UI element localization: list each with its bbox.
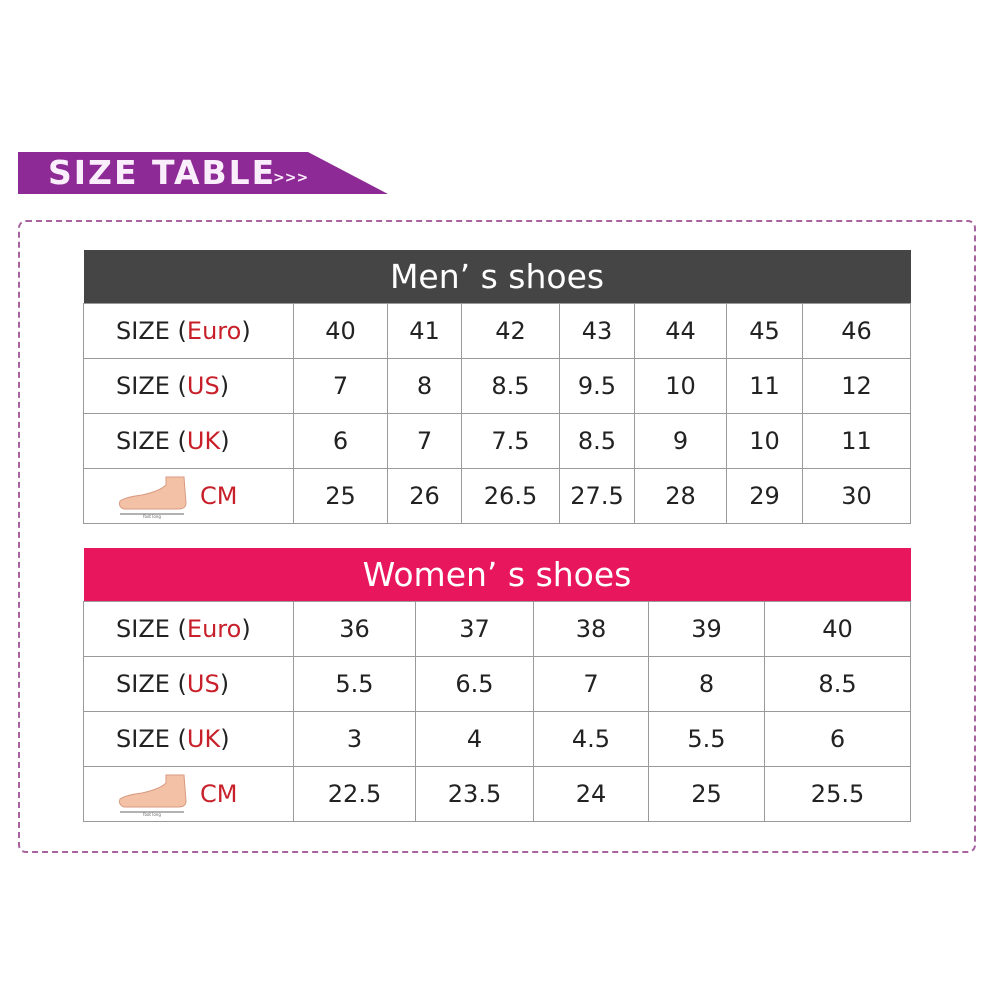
row-label: foot long CM <box>83 468 294 524</box>
row-label: SIZE (UK) <box>83 711 294 767</box>
size-cell: 41 <box>387 303 462 359</box>
size-cell: 22.5 <box>293 766 416 822</box>
women-size-table: Women’ s shoes SIZE (Euro) 36 37 38 39 40 SIZE… <box>83 548 912 822</box>
size-cell: 9 <box>634 413 727 469</box>
table-row: SIZE (Euro) 40 41 42 43 44 45 46 <box>83 303 912 359</box>
size-cell: 25.5 <box>763 766 912 822</box>
table-row: foot long CM 25 26 26.5 27.5 28 29 30 <box>83 468 912 524</box>
size-cell: 6 <box>293 413 388 469</box>
size-cell: 25 <box>648 766 765 822</box>
size-cell: 40 <box>293 303 388 359</box>
foot-length-icon: foot long <box>119 774 187 817</box>
size-cell: 37 <box>415 601 534 657</box>
unit-label: US <box>186 670 220 698</box>
size-prefix: SIZE ( <box>116 670 187 698</box>
size-cell: 42 <box>461 303 560 359</box>
row-label: SIZE (UK) <box>83 413 294 469</box>
size-cell: 4 <box>415 711 534 767</box>
size-suffix: ) <box>241 317 251 345</box>
size-suffix: ) <box>219 670 230 698</box>
row-label: foot long CM <box>83 766 294 822</box>
size-cell: 23.5 <box>415 766 534 822</box>
size-cell: 4.5 <box>533 711 649 767</box>
size-cell: 11 <box>726 358 803 414</box>
row-label: SIZE (US) <box>83 656 294 712</box>
row-label: SIZE (Euro) <box>83 601 294 657</box>
size-suffix: ) <box>220 427 230 455</box>
size-cell: 36 <box>293 601 416 657</box>
men-table-title: Men’ s shoes <box>83 250 911 304</box>
size-cell: 24 <box>533 766 649 822</box>
size-cell: 6 <box>763 711 912 767</box>
unit-label: CM <box>200 780 238 808</box>
size-cell: 27.5 <box>559 468 635 524</box>
size-suffix: ) <box>220 725 230 753</box>
size-prefix: SIZE ( <box>116 317 187 345</box>
size-cell: 46 <box>801 303 912 359</box>
size-cell: 44 <box>634 303 727 359</box>
dashed-frame <box>18 220 976 853</box>
banner-title: SIZE TABLE <box>48 153 277 192</box>
size-cell: 7 <box>293 358 388 414</box>
size-cell: 40 <box>763 601 912 657</box>
size-cell: 8.5 <box>559 413 635 469</box>
size-prefix: SIZE ( <box>116 615 187 643</box>
table-row: foot long CM 22.5 23.5 24 25 25.5 <box>83 766 912 822</box>
table-row: SIZE (UK) 6 7 7.5 8.5 9 10 11 <box>83 413 912 469</box>
size-cell: 7.5 <box>461 413 560 469</box>
women-table-title: Women’ s shoes <box>83 548 911 602</box>
size-prefix: SIZE ( <box>116 725 187 753</box>
svg-text:foot long: foot long <box>143 812 161 817</box>
size-cell: 6.5 <box>415 656 534 712</box>
size-cell: 26.5 <box>461 468 560 524</box>
unit-label: UK <box>186 725 221 753</box>
size-cell: 8.5 <box>763 656 912 712</box>
unit-label: Euro <box>186 615 242 643</box>
size-cell: 26 <box>387 468 462 524</box>
size-cell: 5.5 <box>648 711 765 767</box>
size-cell: 8 <box>648 656 765 712</box>
size-cell: 43 <box>559 303 635 359</box>
svg-text:foot long: foot long <box>143 514 161 519</box>
foot-length-icon: foot long <box>119 476 187 519</box>
size-cell: 7 <box>533 656 649 712</box>
size-cell: 39 <box>648 601 765 657</box>
banner-arrows: >>> <box>273 170 309 186</box>
unit-label: US <box>186 372 220 400</box>
size-cell: 8.5 <box>461 358 560 414</box>
size-cell: 3 <box>293 711 416 767</box>
size-cell: 28 <box>634 468 727 524</box>
table-row: SIZE (US) 5.5 6.5 7 8 8.5 <box>83 656 912 712</box>
size-cell: 11 <box>801 413 912 469</box>
unit-label: UK <box>186 427 221 455</box>
size-cell: 7 <box>387 413 462 469</box>
table-row: SIZE (US) 7 8 8.5 9.5 10 11 12 <box>83 358 912 414</box>
size-cell: 10 <box>634 358 727 414</box>
size-cell: 45 <box>726 303 803 359</box>
unit-label: Euro <box>186 317 242 345</box>
size-suffix: ) <box>219 372 230 400</box>
size-cell: 9.5 <box>559 358 635 414</box>
size-table-banner: SIZE TABLE >>> <box>18 152 388 194</box>
size-cell: 29 <box>726 468 803 524</box>
size-cell: 38 <box>533 601 649 657</box>
row-label: SIZE (Euro) <box>83 303 294 359</box>
size-suffix: ) <box>241 615 251 643</box>
men-size-table: Men’ s shoes SIZE (Euro) 40 41 42 43 44 45 46 SI… <box>83 250 912 524</box>
size-cell: 8 <box>387 358 462 414</box>
size-cell: 12 <box>801 358 912 414</box>
size-cell: 25 <box>293 468 388 524</box>
size-prefix: SIZE ( <box>116 427 187 455</box>
size-cell: 10 <box>726 413 803 469</box>
size-prefix: SIZE ( <box>116 372 187 400</box>
row-label: SIZE (US) <box>83 358 294 414</box>
unit-label: CM <box>200 482 238 510</box>
size-cell: 30 <box>801 468 912 524</box>
size-cell: 5.5 <box>293 656 416 712</box>
table-row: SIZE (UK) 3 4 4.5 5.5 6 <box>83 711 912 767</box>
table-row: SIZE (Euro) 36 37 38 39 40 <box>83 601 912 657</box>
